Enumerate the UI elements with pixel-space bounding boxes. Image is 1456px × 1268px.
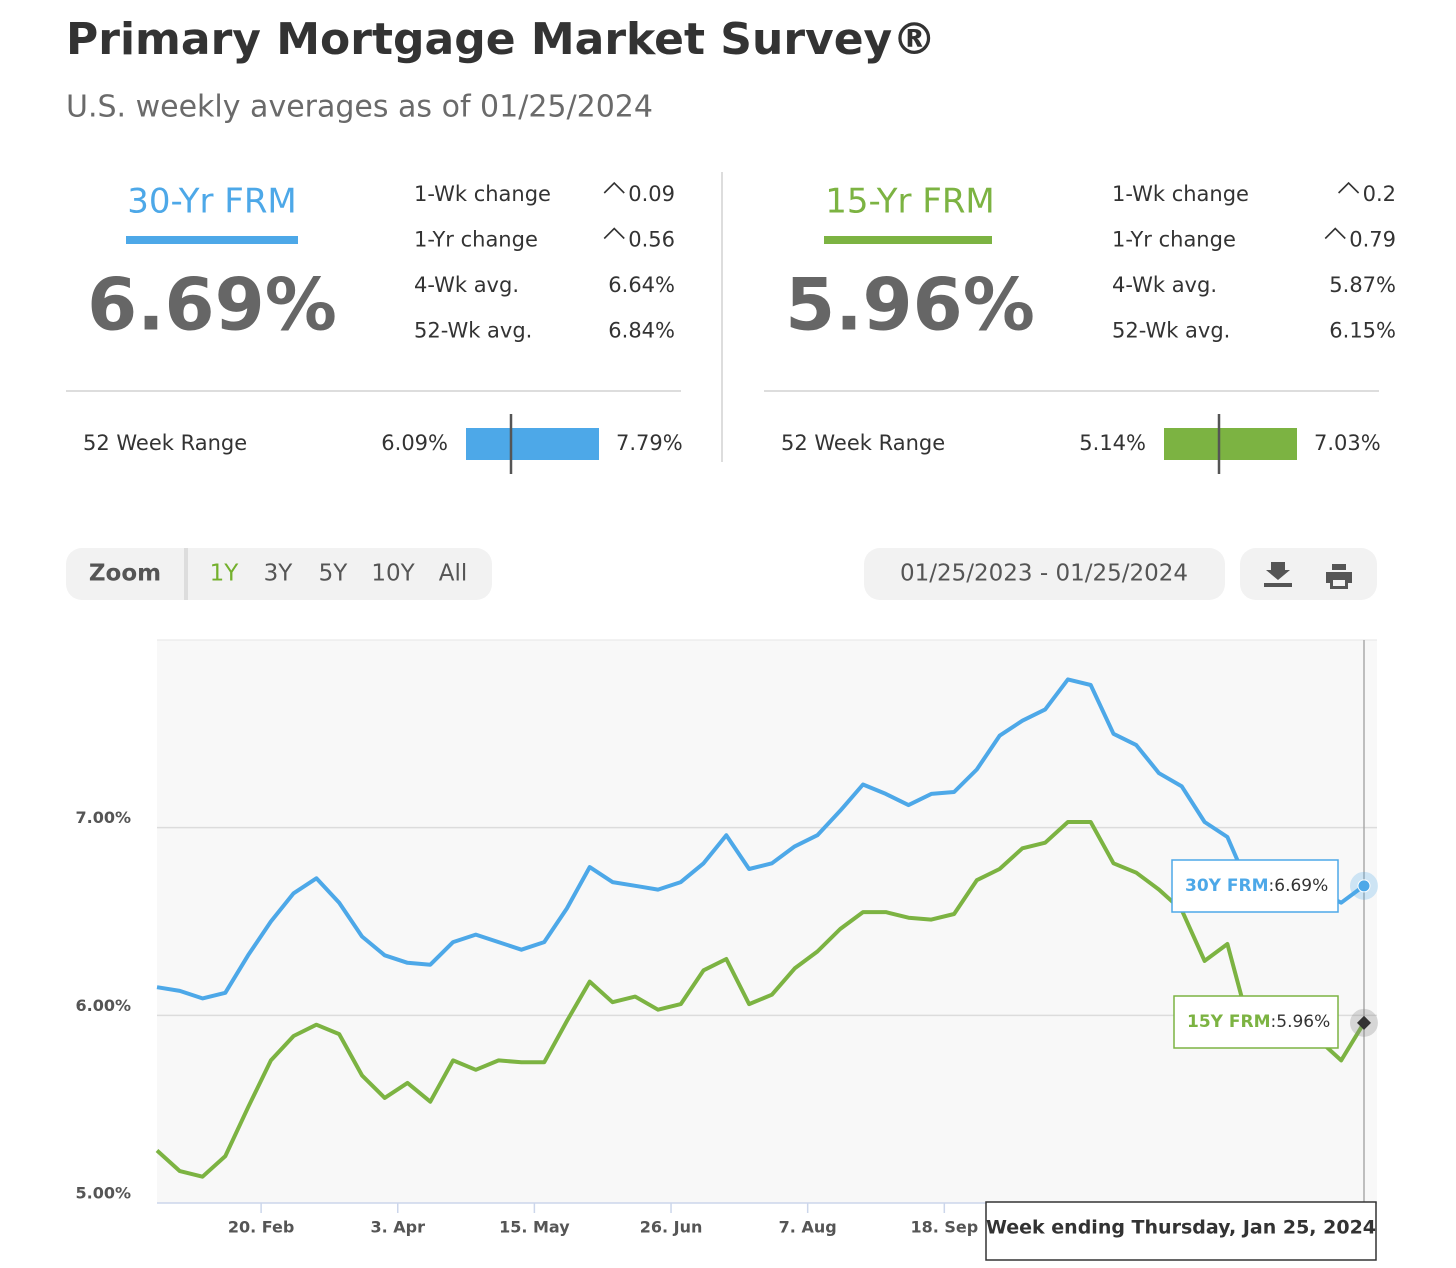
plot-background [157,640,1377,1203]
hover-point [1357,1015,1371,1030]
tooltip-text: 30Y FRM:6.69% [1185,876,1328,896]
stat-label: 4-Wk avg. [414,273,519,297]
stat-label: 1-Wk change [1112,182,1249,206]
panel-underline [824,236,992,244]
stat-label: 1-Yr change [1112,228,1236,252]
up-caret [603,181,625,194]
panel-rate: 5.96% [785,263,1035,347]
stat-value: 0.09 [628,182,675,206]
tooltip-box [1173,995,1339,1049]
panel-underline [126,236,298,244]
stat-value: 6.84% [608,319,675,343]
zoom-button[interactable]: 1Y [210,561,240,587]
date-range-box [864,548,1225,600]
tooltip-colon: : [1269,876,1275,896]
panel-title: 30-Yr FRM [127,182,297,222]
y-tick-label: 7.00% [75,808,131,827]
panel-title: 15-Yr FRM [825,182,995,222]
stat-label: 52-Wk avg. [414,319,532,343]
stat-label: 4-Wk avg. [1112,273,1217,297]
range-label: 52 Week Range [83,431,247,455]
x-tick-label: 18. Sep [910,1218,978,1237]
tools-box [1240,548,1377,600]
range-high: 7.03% [1314,431,1381,455]
series-line [156,677,1366,1001]
tooltip-series: 30Y FRM [1185,876,1269,896]
range-low: 5.14% [1079,431,1146,455]
stat-value: 0.56 [628,228,675,252]
range-high: 7.79% [616,431,683,455]
range-bar [1164,428,1297,460]
tooltip-series: 15Y FRM [1187,1012,1271,1032]
up-caret [1338,181,1360,194]
x-tick-label: 15. May [499,1218,570,1237]
x-tick-label: 20. Feb [228,1218,295,1237]
zoom-button[interactable]: All [439,561,468,587]
stat-value: 5.87% [1329,273,1396,297]
date-tooltip: Week ending Thursday, Jan 25, 2024 [986,1217,1376,1239]
range-bar [466,428,599,460]
download-icon[interactable] [1264,562,1292,587]
x-tick-label: 26. Jun [640,1218,703,1237]
page-subtitle: U.S. weekly averages as of 01/25/2024 [66,90,653,125]
print-icon[interactable] [1326,564,1352,589]
series-line [155,820,1366,1179]
hover-point [1357,879,1371,893]
y-tick-label: 6.00% [75,996,131,1015]
panel-rate: 6.69% [87,263,337,347]
stat-label: 52-Wk avg. [1112,319,1230,343]
zoom-button[interactable]: 10Y [371,561,415,587]
zoom-button[interactable]: 5Y [319,561,349,587]
x-tick-label: 7. Aug [779,1218,837,1237]
tooltip-colon: : [1271,1012,1277,1032]
stat-label: 1-Wk change [414,182,551,206]
up-caret [603,227,625,240]
tooltip-value: 5.96% [1276,1012,1330,1032]
range-label: 52 Week Range [781,431,945,455]
x-tick-label: 3. Apr [370,1218,425,1237]
zoom-separator [184,548,188,600]
range-low: 6.09% [381,431,448,455]
zoom-button[interactable]: 3Y [264,561,294,587]
stat-value: 6.15% [1329,319,1396,343]
up-caret [1324,227,1346,240]
tooltip-text: 15Y FRM:5.96% [1187,1012,1330,1032]
stat-value: 0.2 [1363,182,1396,206]
page-title: Primary Mortgage Market Survey® [66,14,936,65]
stat-value: 6.64% [608,273,675,297]
zoom-label: Zoom [89,561,161,587]
tooltip-value: 6.69% [1274,876,1328,896]
date-range[interactable]: 01/25/2023 - 01/25/2024 [900,561,1188,587]
date-tooltip-box [985,1201,1377,1261]
stat-label: 1-Yr change [414,228,538,252]
zoom-bar [66,548,492,600]
stat-value: 0.79 [1349,228,1396,252]
tooltip-box [1171,859,1339,913]
y-tick-label: 5.00% [75,1184,131,1203]
